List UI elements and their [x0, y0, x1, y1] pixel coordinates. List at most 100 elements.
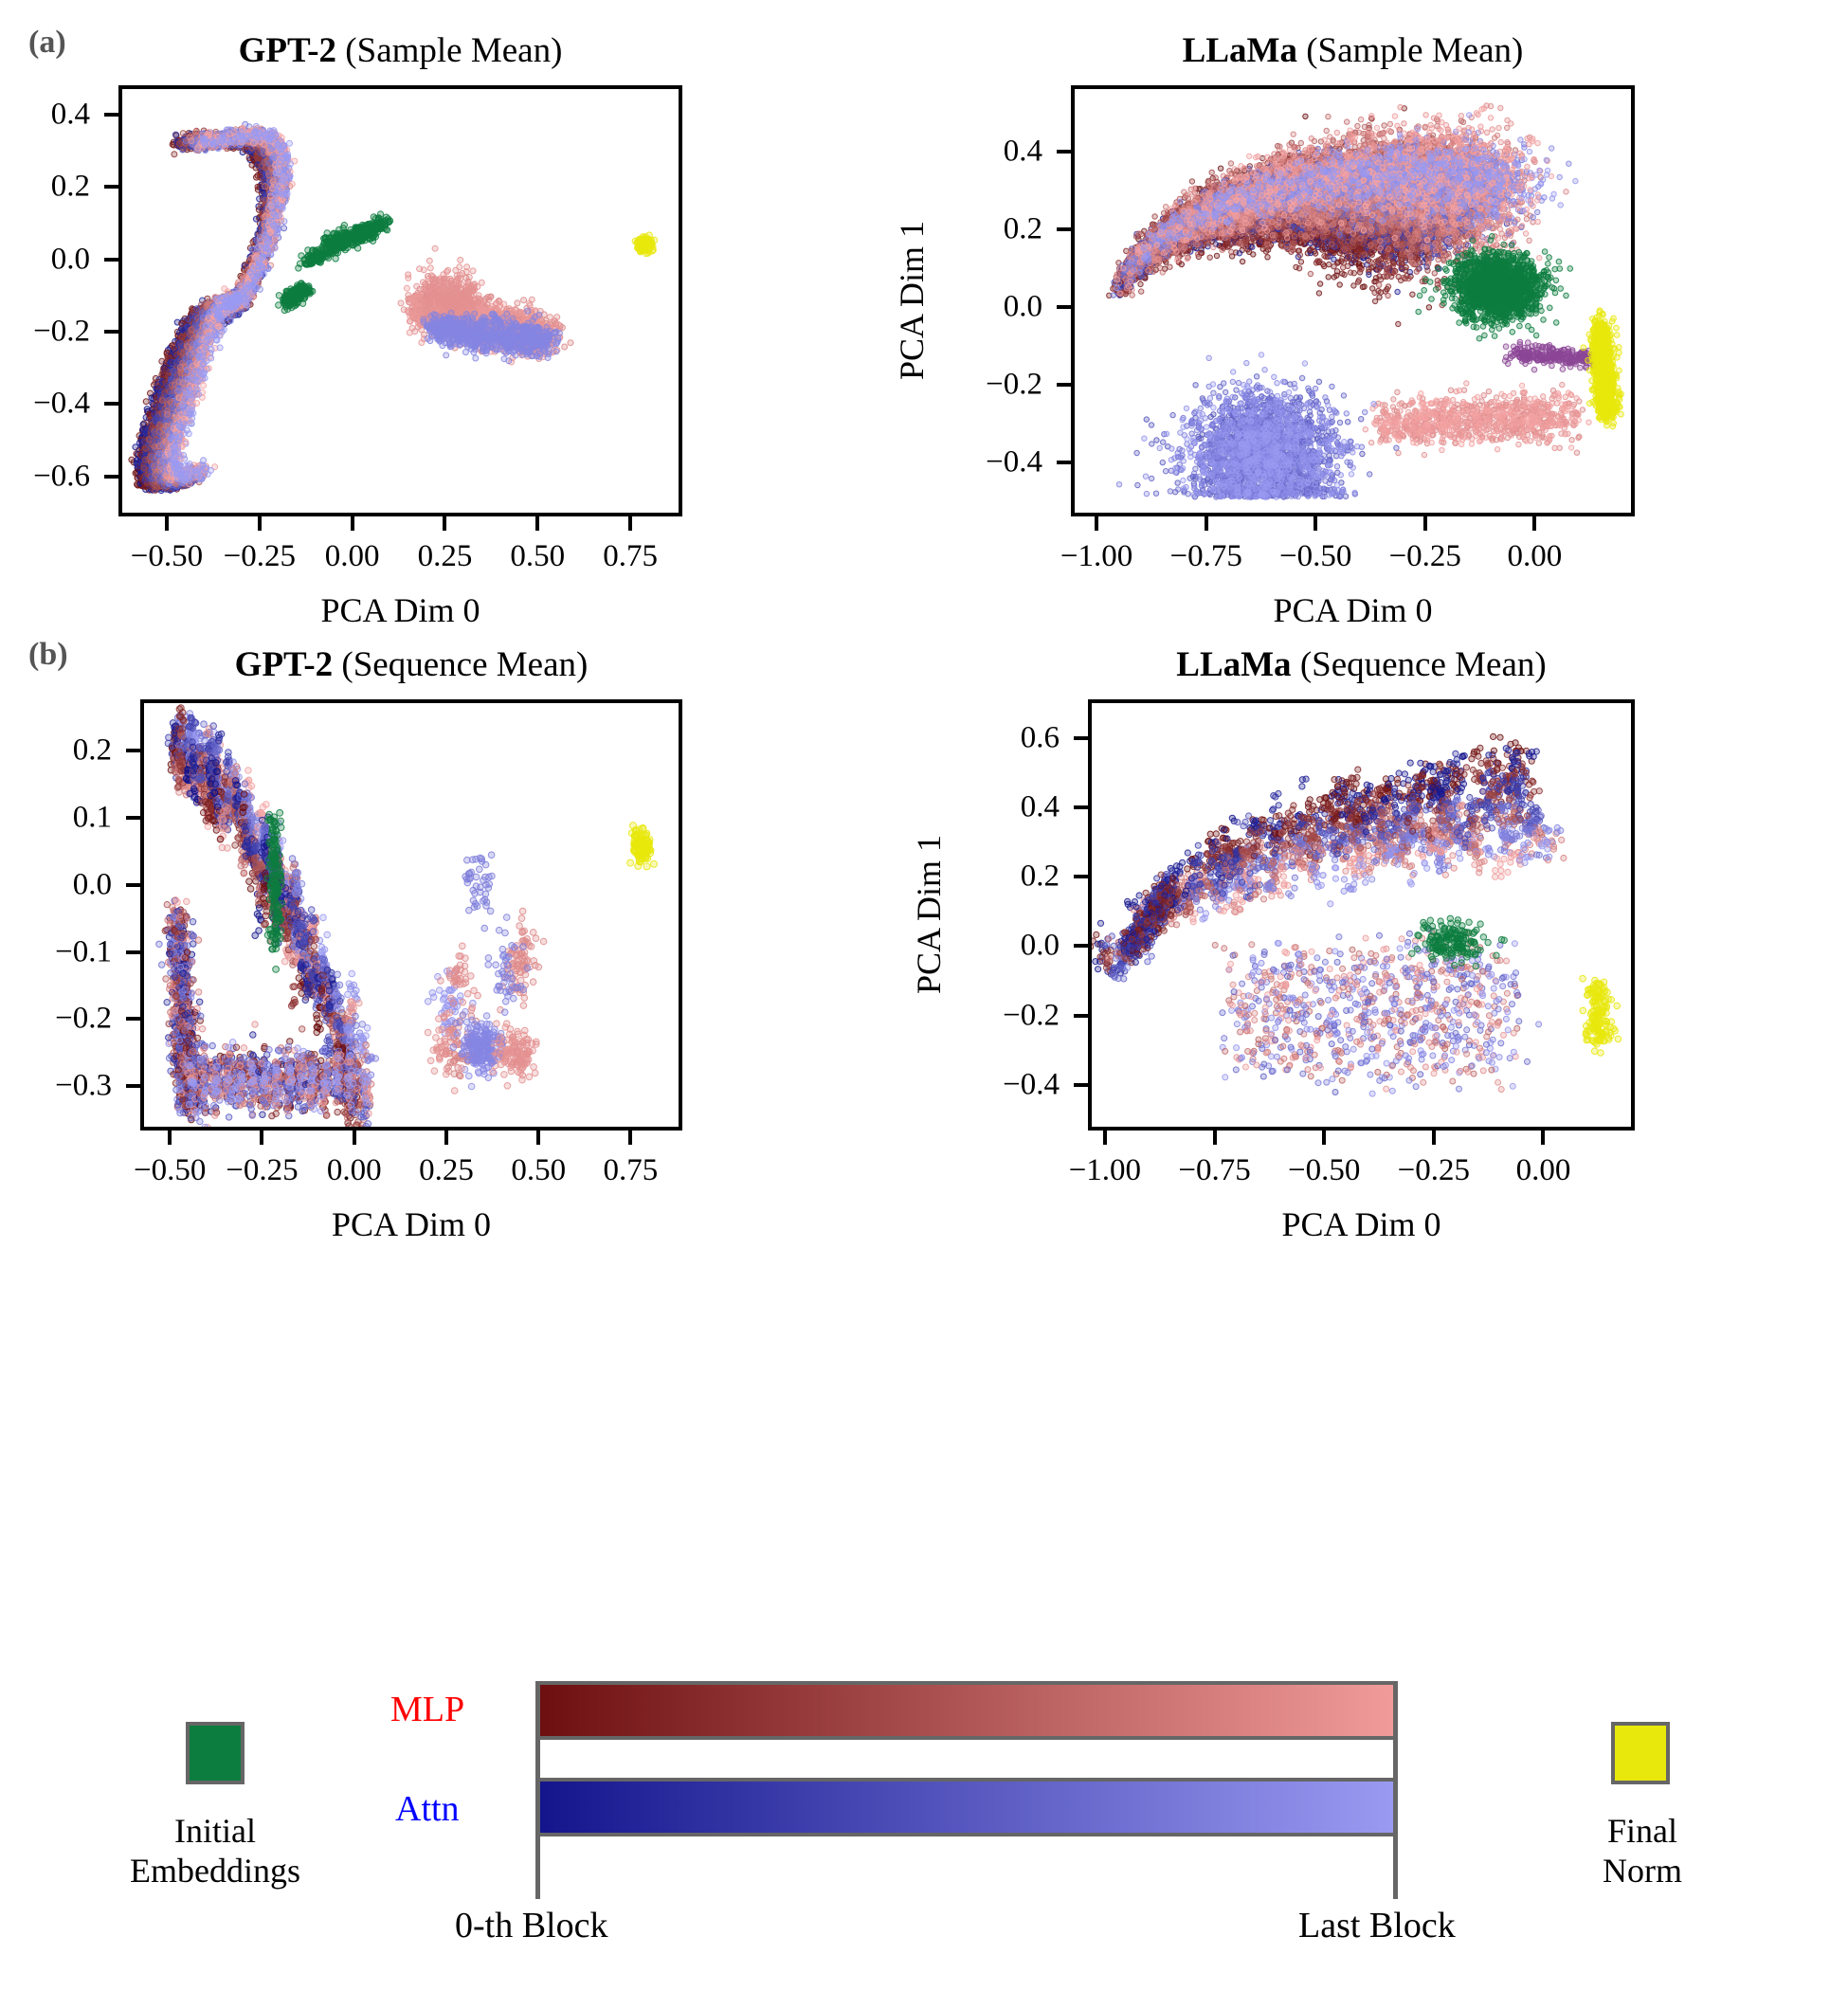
x-tick-mark: [444, 1131, 448, 1145]
plot-title-gpt2-sample-mean: GPT-2 (Sample Mean): [5, 30, 796, 71]
plot-area-llama-sample-mean: [1071, 85, 1635, 516]
x-tick-mark: [628, 516, 633, 531]
scatter-layer-llama-sample-mean: [1106, 102, 1624, 500]
y-tick-mark: [1074, 1083, 1088, 1088]
x-tick-label: −0.25: [1398, 1153, 1470, 1188]
x-tick-label: −0.25: [224, 539, 296, 574]
x-tick-mark: [536, 1131, 541, 1145]
plot-title-gpt2-sequence-mean: GPT-2 (Sequence Mean): [27, 644, 796, 685]
x-tick-mark: [628, 1131, 633, 1145]
x-tick-label: 0.00: [1516, 1153, 1571, 1188]
x-tick-mark: [260, 1131, 264, 1145]
colorbar-left-spine: [535, 1681, 540, 1899]
y-tick-label: −0.4: [867, 444, 1042, 479]
plot-area-llama-sequence-mean: [1088, 699, 1635, 1131]
y-tick-mark: [104, 185, 118, 190]
x-tick-mark: [352, 1131, 356, 1145]
y-tick-mark: [1057, 304, 1071, 309]
x-tick-label: 0.50: [511, 1153, 566, 1188]
x-axis-label: PCA Dim 0: [1088, 1204, 1635, 1244]
x-tick-mark: [1204, 516, 1208, 531]
y-tick-label: −0.2: [867, 367, 1042, 402]
y-tick-label: −0.6: [0, 459, 90, 494]
x-tick-label: 0.25: [419, 1153, 474, 1188]
y-tick-mark: [1074, 735, 1088, 740]
y-axis-label: PCA Dim 1: [0, 772, 1, 1057]
y-tick-label: 0.4: [884, 789, 1060, 824]
y-tick-mark: [1074, 875, 1088, 879]
x-tick-mark: [257, 516, 262, 531]
y-tick-label: 0.2: [884, 859, 1060, 895]
mlp-colorbar: [535, 1681, 1398, 1740]
scatter-layer-gpt2-sample-mean: [128, 120, 659, 495]
y-tick-label: 0.2: [0, 170, 90, 205]
y-tick-mark: [104, 474, 118, 479]
x-tick-mark: [1422, 516, 1427, 531]
initial-embeddings-swatch: [186, 1722, 245, 1784]
x-tick-label: 0.00: [327, 1153, 382, 1188]
y-tick-label: 0.6: [884, 720, 1060, 755]
x-tick-label: 0.00: [1507, 539, 1562, 574]
y-tick-label: −0.4: [884, 1068, 1060, 1103]
y-tick-mark: [126, 748, 140, 752]
x-tick-label: −1.00: [1060, 539, 1132, 574]
y-tick-mark: [104, 112, 118, 117]
final-norm-label: Final Norm: [1509, 1812, 1776, 1891]
y-tick-mark: [104, 329, 118, 334]
x-tick-mark: [350, 516, 354, 531]
x-axis-label: PCA Dim 0: [140, 1204, 682, 1244]
y-tick-label: 0.4: [867, 134, 1042, 169]
y-tick-mark: [1074, 805, 1088, 809]
x-tick-mark: [535, 516, 540, 531]
y-tick-label: −0.2: [0, 314, 90, 349]
x-tick-label: 0.75: [604, 1153, 659, 1188]
x-tick-mark: [1541, 1131, 1546, 1145]
x-tick-label: 0.75: [603, 539, 658, 574]
x-tick-mark: [443, 516, 447, 531]
y-tick-label: 0.1: [0, 800, 112, 835]
y-tick-mark: [1057, 149, 1071, 154]
x-tick-label: −0.75: [1169, 539, 1241, 574]
plot-area-gpt2-sample-mean: [118, 85, 682, 516]
y-tick-label: 0.4: [0, 97, 90, 132]
y-tick-label: 0.2: [0, 733, 112, 768]
panel-tag-a: (a): [28, 25, 66, 61]
x-tick-label: 0.50: [510, 539, 565, 574]
x-tick-mark: [1431, 1131, 1436, 1145]
final-norm-swatch: [1611, 1722, 1670, 1784]
y-tick-mark: [1074, 944, 1088, 949]
x-tick-mark: [168, 1131, 172, 1145]
y-tick-mark: [104, 402, 118, 407]
x-tick-label: −0.25: [226, 1153, 298, 1188]
x-tick-mark: [1314, 516, 1318, 531]
x-axis-label: PCA Dim 0: [1071, 590, 1635, 630]
x-tick-mark: [1322, 1131, 1327, 1145]
y-tick-label: 0.0: [0, 242, 90, 277]
figure-legend: Initial Embeddings MLP Attn 0-th Block La…: [0, 1668, 1848, 1990]
y-tick-label: −0.2: [884, 998, 1060, 1033]
x-tick-label: −0.50: [131, 539, 203, 574]
x-tick-label: 0.25: [418, 539, 473, 574]
y-axis-label: PCA Dim 1: [892, 158, 932, 443]
first-block-label: 0-th Block: [455, 1905, 607, 1946]
y-tick-label: 0.2: [867, 211, 1042, 246]
y-tick-label: −0.4: [0, 387, 90, 422]
attn-colorbar: [535, 1778, 1398, 1836]
x-tick-label: 0.00: [325, 539, 380, 574]
last-block-label: Last Block: [1298, 1905, 1456, 1946]
y-tick-mark: [1057, 382, 1071, 387]
plot-area-gpt2-sequence-mean: [140, 699, 682, 1131]
y-tick-label: 0.0: [0, 867, 112, 902]
plot-title-llama-sample-mean: LLaMa (Sample Mean): [957, 30, 1748, 71]
x-tick-mark: [164, 516, 169, 531]
y-tick-mark: [104, 257, 118, 262]
x-tick-mark: [1102, 1131, 1107, 1145]
x-tick-label: −0.25: [1389, 539, 1461, 574]
x-tick-label: −1.00: [1069, 1153, 1141, 1188]
y-tick-mark: [126, 1017, 140, 1022]
y-tick-mark: [126, 815, 140, 820]
y-tick-label: −0.1: [0, 934, 112, 969]
y-tick-label: −0.2: [0, 1002, 112, 1037]
x-tick-label: −0.50: [134, 1153, 206, 1188]
y-axis-label: PCA Dim 1: [909, 772, 949, 1057]
